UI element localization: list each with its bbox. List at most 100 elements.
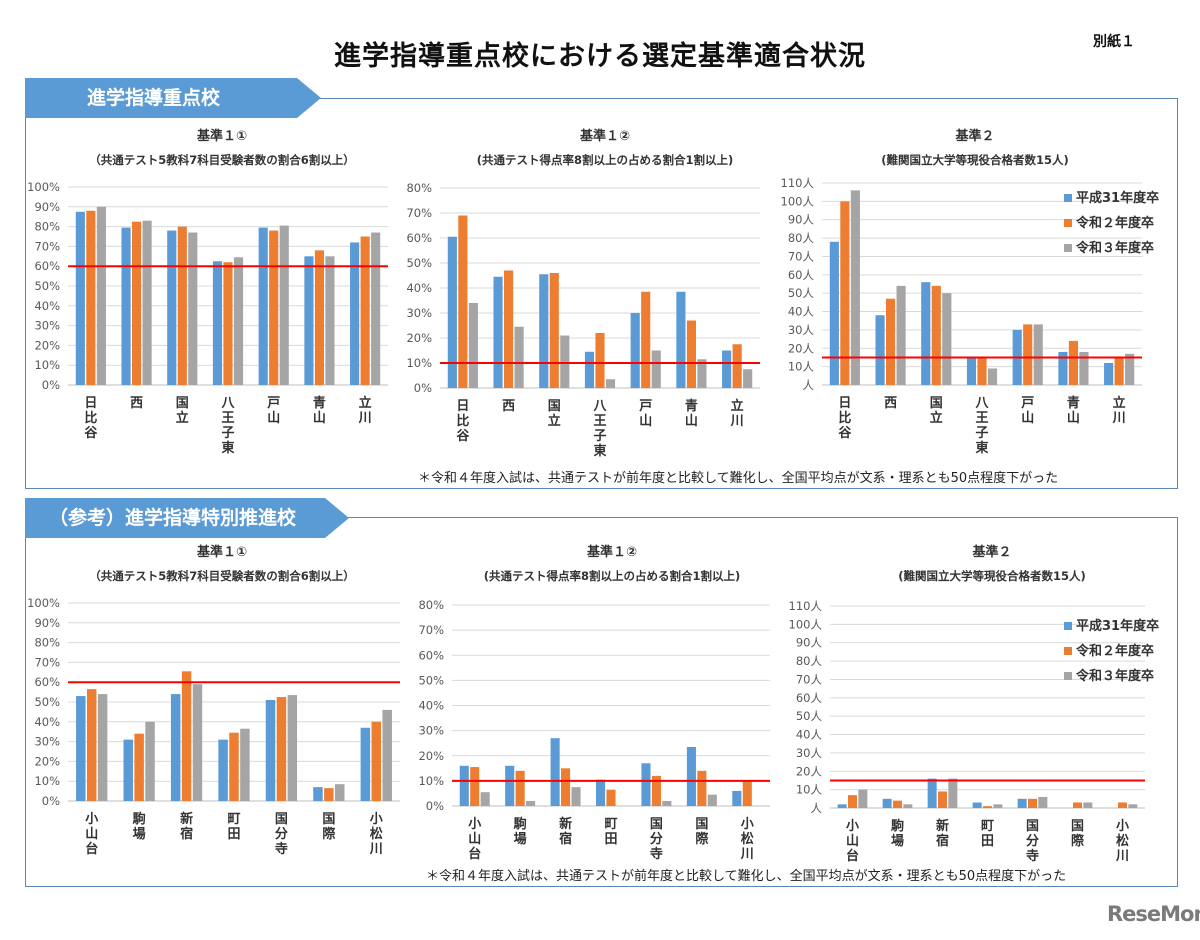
x-category-label: 子 [975, 426, 988, 441]
x-category-label: 台 [846, 848, 859, 864]
page-title: 進学指導重点校における選定基準適合状況 [334, 41, 866, 72]
x-category-label: 松 [741, 831, 754, 847]
x-category-label: 川 [730, 414, 744, 429]
legend-label: 平成31年度卒 [1076, 618, 1159, 634]
x-category-label: 王 [221, 411, 234, 426]
x-category-label: 王 [593, 414, 606, 429]
y-tick-label: 20人 [796, 764, 823, 778]
x-category-label: 立 [176, 410, 189, 426]
x-category-label: 田 [981, 834, 994, 849]
chart-title: 基準１② [586, 544, 637, 560]
bar-top-c3-s1-c2 [931, 285, 941, 385]
x-category-label: 比 [84, 410, 97, 426]
x-category-label: 駒 [513, 816, 527, 832]
y-tick-label: 0% [42, 794, 60, 808]
bar-top-c3-s2-c3 [987, 368, 998, 385]
bar-top-c3-s2-c1 [896, 285, 906, 385]
bar-bot-c2-s1-c6 [742, 780, 752, 806]
y-tick-label: 70% [418, 623, 444, 637]
x-category-label: 台 [85, 841, 98, 857]
x-category-label: 立 [731, 398, 744, 414]
bar-bot-c1-s2-c2 [192, 684, 203, 801]
bar-top-c3-s0-c0 [829, 241, 839, 385]
bar-bot-c1-s1-c2 [181, 671, 192, 801]
bar-bot-c1-s1-c4 [276, 697, 287, 801]
bar-bot-c2-s1-c3 [606, 789, 616, 806]
x-category-label: 川 [369, 842, 383, 857]
bar-bot-c3-s1-c6 [1118, 802, 1127, 808]
x-category-label: 駒 [132, 811, 146, 827]
y-tick-label: 30人 [788, 323, 815, 337]
x-category-label: 国 [930, 396, 943, 411]
bar-bot-c3-s1-c3 [983, 806, 992, 808]
x-category-label: 松 [370, 826, 383, 842]
y-tick-label: 60人 [796, 691, 823, 705]
x-category-label: 西 [130, 396, 143, 411]
chart-title: 基準１① [196, 544, 247, 560]
y-tick-label: 80% [34, 636, 60, 650]
bar-top-c2-s2-c3 [605, 379, 616, 388]
bar-top-c3-s1-c4 [1023, 324, 1033, 385]
x-category-label: 小 [1116, 819, 1129, 834]
bar-top-c1-s0-c1 [121, 227, 131, 385]
chart-subtitle: (難関国立大学等現役合格者数15人) [898, 569, 1086, 583]
y-tick-label: 人 [803, 378, 815, 392]
y-tick-label: 10% [34, 358, 60, 372]
x-category-label: 山 [267, 410, 280, 426]
bar-bot-c1-s0-c3 [218, 739, 228, 801]
legend-swatch [1064, 194, 1072, 202]
x-category-label: 寺 [275, 841, 288, 857]
x-category-label: 分 [1026, 833, 1039, 849]
bar-bot-c1-s2-c5 [335, 784, 345, 801]
y-tick-label: 40% [406, 281, 432, 295]
legend-label: 令和２年度卒 [1076, 215, 1154, 231]
bar-top-c1-s0-c3 [212, 261, 223, 385]
y-tick-label: 80% [418, 598, 444, 612]
chart-title: 基準１① [196, 128, 247, 144]
x-category-label: 国 [322, 812, 335, 827]
bar-top-c2-s1-c1 [504, 270, 514, 388]
bar-bot-c3-s1-c0 [848, 795, 857, 808]
bar-bot-c2-s2-c0 [480, 792, 490, 806]
y-tick-label: 50% [34, 695, 60, 709]
chart-title: 基準２ [954, 128, 994, 144]
x-category-label: 東 [221, 440, 234, 456]
y-tick-label: 70% [34, 655, 60, 669]
x-category-label: 谷 [456, 428, 470, 444]
x-category-label: 山 [846, 833, 859, 849]
bar-bot-c2-s1-c0 [470, 767, 480, 806]
y-tick-label: 50% [418, 673, 444, 687]
bar-top-c1-s1-c5 [314, 250, 324, 385]
bar-bot-c3-s2-c3 [993, 804, 1003, 808]
x-category-label: 小 [370, 812, 383, 827]
y-tick-label: 30% [34, 319, 60, 333]
bar-top-c1-s2-c2 [188, 232, 198, 385]
legend-label: 平成31年度卒 [1076, 190, 1159, 206]
bar-bot-c2-s0-c4 [641, 763, 651, 806]
x-category-label: 際 [322, 826, 336, 842]
x-category-label: 谷 [84, 425, 98, 441]
chart-subtitle: （共通テスト5教科7科目受験者数の割合6割以上） [89, 153, 355, 167]
x-category-label: 比 [838, 410, 851, 426]
y-tick-label: 20% [406, 331, 432, 345]
chart-title: 基準２ [971, 544, 1011, 560]
x-category-label: 町 [227, 812, 240, 827]
bar-top-c2-s0-c0 [447, 236, 457, 388]
bar-bot-c1-s0-c1 [123, 739, 133, 801]
bar-bot-c1-s1-c6 [371, 721, 382, 801]
x-category-label: 宿 [936, 833, 949, 849]
legend-swatch [1064, 622, 1072, 630]
x-category-label: 谷 [838, 425, 852, 441]
x-category-label: 宿 [180, 826, 193, 842]
bar-bot-c3-s0-c1 [882, 798, 892, 808]
y-tick-label: 100% [27, 180, 60, 194]
y-tick-label: 60人 [788, 268, 815, 282]
bar-top-c3-s2-c2 [942, 293, 952, 385]
x-category-label: 八 [592, 399, 607, 414]
y-tick-label: 80人 [788, 231, 815, 245]
y-tick-label: 50人 [788, 286, 815, 300]
section-header-priority-schools: 進学指導重点校 [25, 78, 321, 118]
x-category-label: 八 [974, 396, 989, 411]
bar-bot-c2-s2-c4 [662, 800, 672, 806]
y-tick-label: 10% [34, 774, 60, 788]
